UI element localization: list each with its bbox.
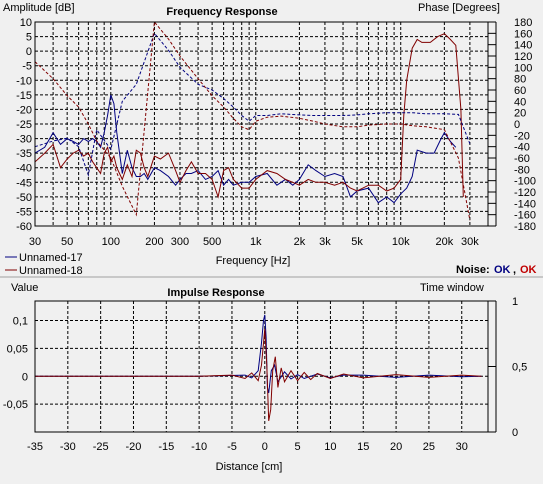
freq-y2-tick-label: -60 (514, 153, 530, 165)
freq-y-tick-label: -5 (22, 61, 32, 73)
freq-x-tick-label: 3k (319, 236, 331, 248)
freq-x-tick-label: 1k (250, 236, 262, 248)
imp-y2-axis-label: Time window (420, 282, 484, 294)
impulse-response-chart[interactable]: Value Impulse Response Time window Dista… (3, 282, 527, 473)
freq-y-tick-label: -35 (16, 148, 32, 160)
freq-x-tick-label: 10k (392, 236, 410, 248)
freq-series-unnamed-18-amplitude (35, 33, 464, 199)
imp-y2-tick-label: 0 (512, 427, 518, 439)
freq-y2-tick-label: -20 (514, 130, 530, 142)
imp-chart-title: Impulse Response (167, 287, 264, 299)
freq-x-tick-label: 30k (461, 236, 479, 248)
imp-plot-frame (34, 300, 489, 433)
imp-x-tick-label: 5 (295, 441, 301, 453)
freq-y2-tick-label: -100 (514, 176, 536, 188)
freq-y-axis-label: Amplitude [dB] (3, 2, 75, 14)
imp-series-group (35, 314, 482, 421)
noise-label: Noise: (456, 264, 490, 276)
imp-x-tick-label: -20 (126, 441, 142, 453)
frequency-response-chart[interactable]: Amplitude [dB] Frequency Response Phase … (0, 0, 543, 267)
freq-x-tick-label: 200 (145, 236, 163, 248)
freq-x-tick-label: 300 (171, 236, 189, 248)
freq-y2-tick-label: -180 (514, 221, 536, 233)
legend-label-unnamed-17: Unnamed-17 (19, 252, 83, 264)
freq-series-unnamed-18-phase (35, 22, 471, 221)
freq-x-tick-label: 500 (203, 236, 221, 248)
noise-status-1: OK (494, 264, 511, 276)
freq-y-tick-label: 10 (20, 17, 32, 29)
imp-x-tick-label: -5 (227, 441, 237, 453)
freq-y2-tick-label: 100 (514, 62, 532, 74)
freq-y-tick-label: -15 (16, 90, 32, 102)
freq-y2-tick-label: 0 (514, 119, 520, 131)
freq-y2-tick-label: -120 (514, 187, 536, 199)
freq-y2-axis-label: Phase [Degrees] (418, 2, 500, 14)
freq-y-tick-label: 5 (26, 32, 32, 44)
freq-y2-tick-label: 20 (514, 108, 526, 120)
legend: Unnamed-17 Unnamed-18 Noise: OK , OK (5, 252, 537, 277)
freq-x-tick-label: 20k (435, 236, 453, 248)
freq-y-tick-label: -40 (16, 163, 32, 175)
imp-series-unnamed-18 (35, 328, 482, 421)
freq-y-tick-label: -25 (16, 119, 32, 131)
freq-x-tick-label: 5k (351, 236, 363, 248)
freq-y2-tick-label: 80 (514, 74, 526, 86)
imp-x-tick-label: 0 (262, 441, 268, 453)
imp-y-tick-label: -0,05 (3, 399, 28, 411)
freq-series-group (35, 22, 471, 221)
freq-y2-tick-label: 40 (514, 96, 526, 108)
imp-x-tick-label: -15 (158, 441, 174, 453)
noise-separator: , (513, 264, 516, 276)
freq-y2-tick-label: 140 (514, 40, 532, 52)
freq-tick-labels: 30 50 100 200 300 500 1k 2k 3k 5k 10k 20k 30k1050-5-… (16, 17, 536, 248)
imp-x-tick-label: 10 (324, 441, 336, 453)
freq-y2-tick-label: 180 (514, 17, 532, 29)
imp-y2-tick-label: 1 (512, 296, 518, 308)
imp-x-tick-label: -35 (27, 441, 43, 453)
imp-x-tick-label: 25 (423, 441, 435, 453)
imp-y-axis-label: Value (11, 282, 38, 294)
freq-y-tick-label: -30 (16, 134, 32, 146)
freq-y2-tick-label: -140 (514, 198, 536, 210)
freq-y2-tick-label: 160 (514, 28, 532, 40)
imp-x-tick-label: 15 (357, 441, 369, 453)
freq-y-tick-label: -45 (16, 177, 32, 189)
freq-chart-title: Frequency Response (166, 6, 277, 18)
imp-x-axis-label: Distance [cm] (216, 461, 283, 473)
freq-y-tick-label: -10 (16, 75, 32, 87)
freq-x-tick-label: 2k (294, 236, 306, 248)
imp-x-tick-label: 30 (456, 441, 468, 453)
freq-series-unnamed-17-phase (35, 32, 471, 177)
imp-y-tick-label: 0,1 (13, 316, 28, 328)
noise-status-2: OK (520, 264, 537, 276)
freq-y-tick-label: -20 (16, 104, 32, 116)
freq-y2-tick-label: -40 (514, 142, 530, 154)
freq-y-tick-label: 0 (26, 46, 32, 58)
freq-y2-tick-label: -80 (514, 164, 530, 176)
imp-y2-tick-label: 0,5 (512, 362, 527, 374)
imp-tick-labels: -35 -30 -25 -20 -15 -10 -5 0 5 10 15 20 25 300,10,050… (3, 296, 527, 453)
imp-y-tick-label: 0 (22, 371, 28, 383)
freq-y2-tick-label: 120 (514, 51, 532, 63)
freq-y2-tick-label: -160 (514, 210, 536, 222)
freq-x-axis-label: Frequency [Hz] (216, 255, 291, 267)
imp-y-tick-label: 0,05 (7, 343, 28, 355)
freq-x-tick-label: 100 (102, 236, 120, 248)
imp-x-tick-label: 20 (390, 441, 402, 453)
freq-y-tick-label: -55 (16, 206, 32, 218)
freq-x-tick-label: 30 (29, 236, 41, 248)
freq-y-tick-label: -50 (16, 192, 32, 204)
freq-plot-frame (34, 21, 489, 227)
imp-x-tick-label: -30 (60, 441, 76, 453)
freq-series-unnamed-17-amplitude (35, 94, 457, 204)
imp-x-tick-label: -25 (93, 441, 109, 453)
freq-y2-tick-label: 60 (514, 85, 526, 97)
freq-x-tick-label: 50 (61, 236, 73, 248)
freq-y-tick-label: -60 (16, 221, 32, 233)
legend-label-unnamed-18: Unnamed-18 (19, 265, 83, 277)
imp-x-tick-label: -10 (191, 441, 207, 453)
